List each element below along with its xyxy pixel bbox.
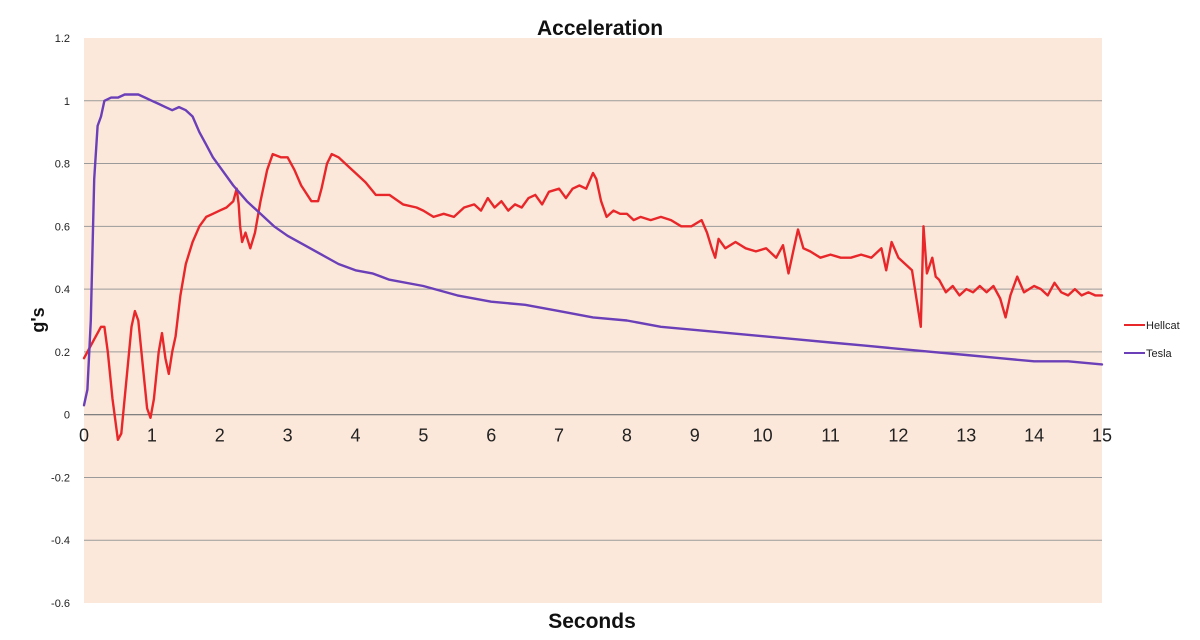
x-tick-label: 2: [215, 426, 225, 446]
legend: Hellcat Tesla: [1124, 320, 1180, 360]
y-axis-label: g's: [28, 307, 48, 332]
series-lines: [82, 93, 1104, 441]
x-axis-label: Seconds: [548, 610, 636, 633]
y-tick-label: 0.2: [55, 347, 70, 359]
x-tick-label: 4: [350, 426, 360, 446]
x-tick-label: 10: [753, 426, 773, 446]
plot-area: [84, 38, 1102, 603]
series-line-hellcat: [82, 152, 1104, 441]
y-tick-label: -0.2: [51, 472, 70, 484]
y-tick-label: 0.4: [55, 284, 70, 296]
y-tick-label: -0.4: [51, 535, 70, 547]
y-tick-label: -0.6: [51, 598, 70, 610]
x-tick-label: 13: [956, 426, 976, 446]
x-tick-label: 11: [821, 426, 840, 446]
x-tick-labels: 0 1 2 3 4 5 6 7 8 9 10 11 12 13 14 15: [79, 414, 1112, 446]
x-tick-label: 1: [147, 426, 157, 446]
y-tick-labels: 1.2 1 0.8 0.6 0.4 0.2 0 -0.2 -0.4 -0.6: [51, 33, 70, 610]
x-tick-label: 5: [418, 426, 428, 446]
x-tick-label: 0: [79, 426, 89, 446]
y-tick-label: 1.2: [55, 33, 70, 45]
legend-label-hellcat: Hellcat: [1146, 320, 1180, 332]
x-tick-label: 9: [690, 426, 700, 446]
y-tick-label: 0: [64, 410, 70, 422]
y-tick-label: 0.8: [55, 159, 70, 171]
legend-label-tesla: Tesla: [1146, 348, 1173, 360]
x-tick-label: 8: [622, 426, 632, 446]
x-tick-label: 15: [1092, 426, 1112, 446]
chart-title: Acceleration: [537, 17, 663, 40]
x-tick-label: 7: [554, 426, 564, 446]
series-line-tesla: [82, 93, 1104, 407]
x-tick-label: 12: [888, 426, 908, 446]
y-tick-label: 0.6: [55, 221, 70, 233]
y-tick-label: 1: [64, 96, 70, 108]
x-tick-label: 3: [283, 426, 293, 446]
x-tick-label: 6: [486, 426, 496, 446]
x-tick-label: 14: [1024, 426, 1044, 446]
